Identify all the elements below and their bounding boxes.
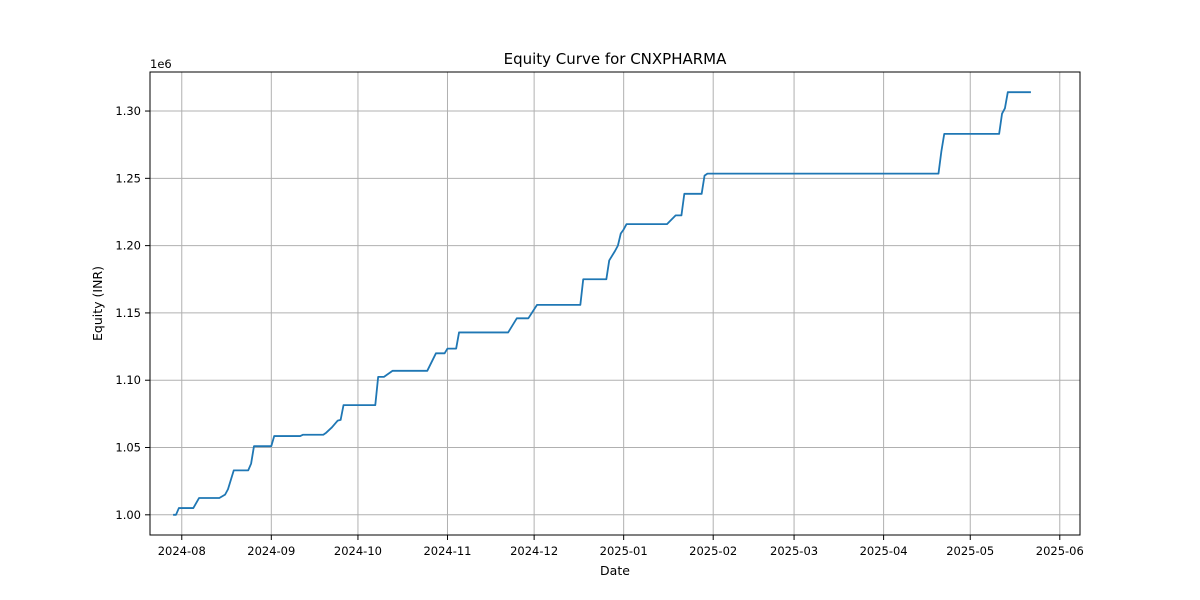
y-axis-label: Equity (INR)	[90, 266, 105, 341]
x-tick-label: 2025-04	[860, 544, 908, 558]
plot-frame	[149, 71, 1081, 536]
y-tick-label: 1.05	[115, 441, 141, 455]
y-axis-offset-label: 1e6	[150, 57, 172, 71]
x-axis-label: Date	[600, 563, 630, 578]
x-tick-label: 2024-09	[247, 544, 295, 558]
y-tick-label: 1.00	[115, 508, 141, 522]
equity-line	[173, 91, 1031, 516]
grid-layer	[150, 72, 1080, 535]
tick-layer: 2024-08 2024-09 2024-10 2024-11 2024-12 2025-…	[115, 104, 1083, 558]
x-tick-label: 2024-12	[510, 544, 558, 558]
y-tick-label: 1.25	[115, 171, 141, 185]
series-layer	[173, 91, 1031, 516]
x-tick-label: 2024-10	[334, 544, 382, 558]
x-tick-label: 2025-01	[600, 544, 648, 558]
chart-title: Equity Curve for CNXPHARMA	[504, 50, 728, 68]
x-tick-label: 2025-03	[770, 544, 818, 558]
x-tick-label: 2025-06	[1036, 544, 1084, 558]
y-tick-label: 1.30	[115, 104, 141, 118]
y-tick-label: 1.20	[115, 239, 141, 253]
x-tick-label: 2025-02	[689, 544, 737, 558]
y-tick-label: 1.10	[115, 373, 141, 387]
x-tick-label: 2024-11	[423, 544, 471, 558]
x-tick-label: 2025-05	[946, 544, 994, 558]
x-tick-label: 2024-08	[158, 544, 206, 558]
y-tick-label: 1.15	[115, 306, 141, 320]
